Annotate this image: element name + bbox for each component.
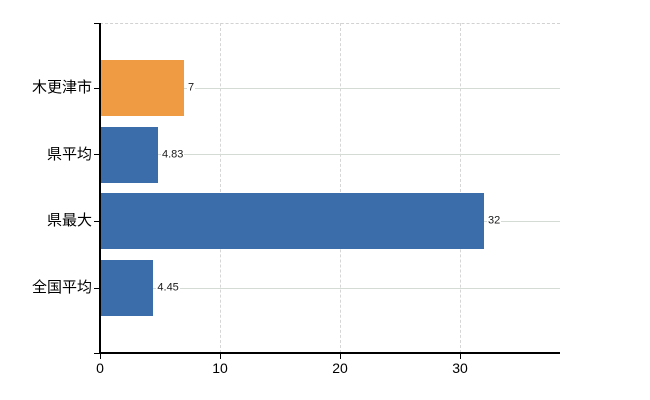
x-tick-label: 30 (452, 360, 468, 376)
x-tick-label: 0 (96, 360, 104, 376)
horizontal-gridline (100, 154, 560, 156)
y-axis-tick (94, 87, 100, 89)
bar (100, 60, 184, 116)
y-axis-tick (94, 352, 100, 354)
horizontal-gridline (100, 87, 560, 89)
bar (100, 126, 158, 183)
x-axis (99, 352, 560, 354)
x-axis-tick (339, 354, 341, 359)
y-axis-tick (94, 154, 100, 156)
category-label: 木更津市 (31, 79, 92, 96)
category-label: 県平均 (46, 145, 92, 163)
plot-top-border (100, 23, 560, 24)
value-label: 4.45 (156, 281, 180, 295)
value-label: 4.83 (160, 148, 185, 162)
vertical-gridline (220, 23, 221, 353)
y-axis-tick (94, 220, 100, 222)
y-axis-tick (94, 287, 100, 289)
x-tick-label: 10 (212, 360, 228, 376)
y-axis-tick (94, 22, 100, 24)
value-label: 7 (187, 81, 196, 95)
vertical-gridline (340, 23, 342, 353)
bar (100, 193, 484, 250)
value-label: 32 (487, 214, 502, 228)
x-tick-label: 20 (332, 360, 348, 376)
x-axis-tick (459, 354, 461, 359)
x-axis-tick (219, 354, 221, 359)
horizontal-gridline (100, 287, 560, 289)
category-label: 県最大 (46, 212, 92, 230)
bar (100, 260, 153, 316)
y-axis (99, 23, 101, 354)
x-axis-tick (99, 354, 101, 359)
category-label: 全国平均 (31, 279, 92, 296)
vertical-gridline (460, 23, 462, 353)
